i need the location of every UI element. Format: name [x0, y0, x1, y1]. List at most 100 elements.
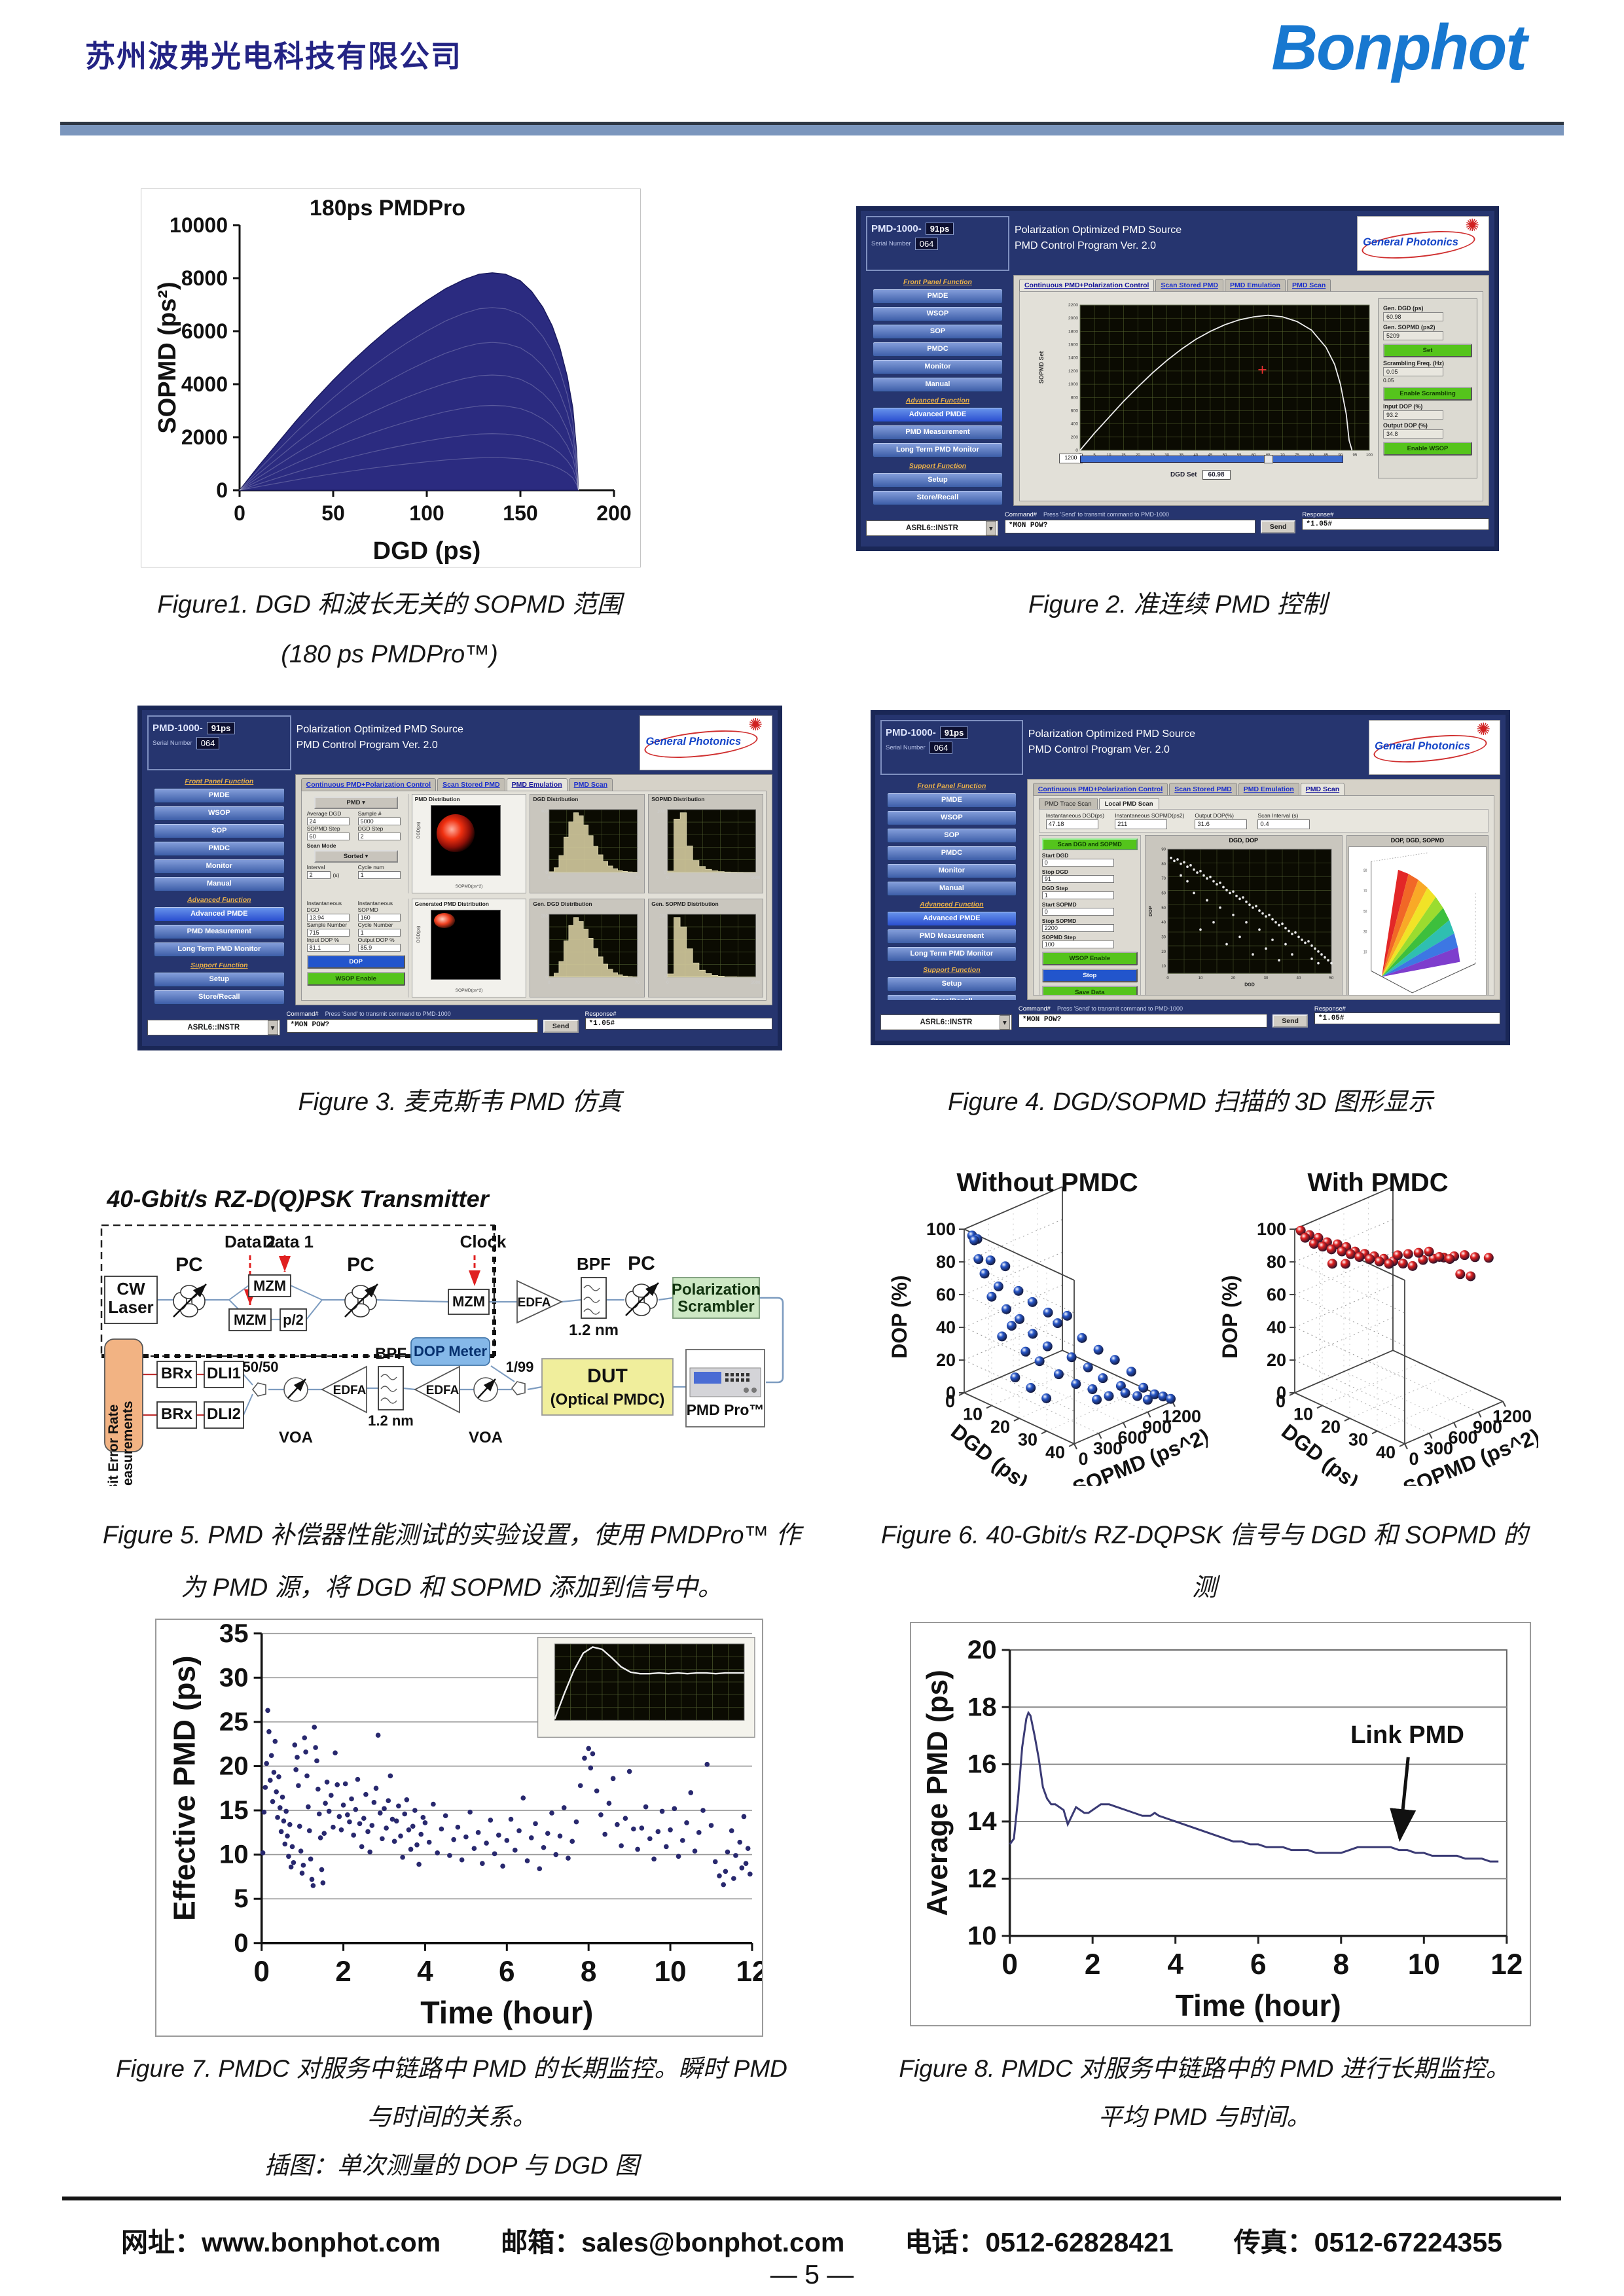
sopmd-distribution-panel-title: SOPMD Distribution [651, 796, 705, 802]
tab-2[interactable]: Scan Stored PMD [1155, 279, 1223, 291]
sidebar-button-monitor[interactable]: Monitor [873, 359, 1003, 374]
tab-3[interactable]: PMD Emulation [1224, 279, 1286, 291]
sidebar-button-setup[interactable]: Setup [873, 473, 1003, 488]
field-input[interactable]: 2200 [1041, 924, 1114, 932]
sidebar-button-monitor[interactable]: Monitor [154, 859, 285, 874]
tab-4[interactable]: PMD Scan [568, 778, 613, 791]
figure1-sopmd-envelope-chart: 180ps PMDPro 0 2000 4000 6000 8000 10000 0 50 100… [141, 188, 641, 567]
input-dop-value[interactable]: 93.2 [1383, 410, 1443, 420]
dgd-step-input[interactable]: 2 [357, 833, 401, 840]
tab-2[interactable]: Scan Stored PMD [1169, 783, 1237, 795]
save-data-button[interactable]: Save Data [1041, 986, 1138, 995]
sidebar-button-advanced-pmde[interactable]: Advanced PMDE [873, 407, 1003, 422]
sidebar-button-monitor[interactable]: Monitor [887, 863, 1017, 878]
tab-1[interactable]: Continuous PMD+Polarization Control [300, 778, 437, 791]
gen-dgd-value[interactable]: 60.98 [1383, 312, 1443, 321]
field-input[interactable]: 0 [1041, 908, 1114, 916]
enable-wsop-button[interactable]: Enable WSOP [1383, 442, 1472, 456]
enable-scrambling-button[interactable]: Enable Scrambling [1383, 387, 1472, 401]
dop-button[interactable]: DOP [306, 954, 405, 969]
command-input[interactable]: *MON POW? [286, 1019, 538, 1033]
field-input[interactable]: 1 [1041, 891, 1114, 899]
avg-dgd-input[interactable]: 24 [306, 817, 350, 825]
sidebar-button-long-term-pmd-monitor[interactable]: Long Term PMD Monitor [154, 942, 285, 957]
sidebar-button-setup[interactable]: Setup [887, 977, 1017, 992]
tab-4[interactable]: PMD Scan [1300, 783, 1345, 795]
dli2-label: DLI2 [207, 1405, 241, 1423]
sidebar-button-pmde[interactable]: PMDE [154, 788, 285, 803]
slider-thumb[interactable] [1263, 455, 1273, 463]
sidebar-button-sop[interactable]: SOP [154, 823, 285, 838]
port-select[interactable]: ASRL6::INSTR ▾ [880, 1014, 1012, 1030]
output-dop-value[interactable]: 34.8 [1383, 429, 1443, 439]
field-input[interactable]: 91 [1041, 875, 1114, 883]
tab-4[interactable]: PMD Scan [1286, 279, 1331, 291]
sample-number-label: Sample Number [306, 921, 348, 928]
interval-input[interactable]: 2 [306, 871, 331, 879]
stop-button[interactable]: Stop [1041, 969, 1138, 982]
field-input[interactable]: 0 [1041, 859, 1114, 867]
sidebar-button-long-term-pmd-monitor[interactable]: Long Term PMD Monitor [873, 442, 1003, 457]
sidebar-button-pmde[interactable]: PMDE [873, 289, 1003, 304]
sidebar-button-pmdc[interactable]: PMDC [154, 841, 285, 856]
sidebar-button-setup[interactable]: Setup [154, 972, 285, 987]
readout-label: Output DOP(%) [1195, 812, 1234, 819]
subtab-2[interactable]: Local PMD Scan [1098, 798, 1159, 809]
sidebar-button-store-recall[interactable]: Store/Recall [154, 990, 285, 1005]
sopmd-set-box[interactable]: 1200 [1058, 454, 1083, 463]
scan-type-select[interactable]: Scan DGD and SOPMD [1041, 838, 1138, 850]
command-input[interactable]: *MON POW? [1018, 1014, 1268, 1028]
tab-2[interactable]: Scan Stored PMD [437, 778, 505, 791]
sidebar-button-store-recall[interactable]: Store/Recall [887, 994, 1017, 1000]
pmd-mode-select[interactable]: PMD ▾ [314, 797, 398, 809]
sidebar-button-wsop[interactable]: WSOP [887, 810, 1017, 825]
sopmd-step-input[interactable]: 60 [306, 833, 350, 840]
sidebar-button-advanced-pmde[interactable]: Advanced PMDE [887, 911, 1017, 926]
port-select[interactable]: ASRL6::INSTR ▾ [147, 1020, 280, 1035]
device-model-panel: PMD-1000- 91ps Serial Number 064 [147, 715, 291, 770]
sample-input[interactable]: 5000 [357, 817, 401, 825]
tab-1[interactable]: Continuous PMD+Polarization Control [1019, 279, 1155, 291]
sidebar-button-manual[interactable]: Manual [873, 377, 1003, 392]
cycle-input[interactable]: 1 [357, 871, 401, 879]
figure2-caption-line1: Figure 2. 准连续 PMD 控制 [1028, 591, 1327, 619]
sidebar-button-manual[interactable]: Manual [154, 876, 285, 891]
sidebar-button-pmdc[interactable]: PMDC [887, 846, 1017, 861]
svg-text:6000: 6000 [181, 319, 228, 343]
port-select[interactable]: ASRL6::INSTR ▾ [866, 520, 998, 536]
send-button[interactable]: Send [1260, 520, 1296, 533]
sidebar-button-store-recall[interactable]: Store/Recall [873, 490, 1003, 505]
set-button[interactable]: Set [1383, 344, 1472, 357]
sidebar-button-pmd-measurement[interactable]: PMD Measurement [873, 425, 1003, 440]
subtab-1[interactable]: PMD Trace Scan [1038, 798, 1098, 809]
sidebar-button-pmd-measurement[interactable]: PMD Measurement [154, 924, 285, 939]
sidebar-button-advanced-pmde[interactable]: Advanced PMDE [154, 906, 285, 922]
3d-title: DOP, DGD, SOPMD [1390, 837, 1445, 844]
wsop-enable-button[interactable]: WSOP Enable [306, 971, 405, 986]
sidebar-button-pmdc[interactable]: PMDC [873, 342, 1003, 357]
sidebar-button-pmde[interactable]: PMDE [887, 793, 1017, 808]
wsop-enable-button[interactable]: WSOP Enable [1041, 952, 1138, 965]
tab-1[interactable]: Continuous PMD+Polarization Control [1032, 783, 1168, 795]
scrambling-freq-select[interactable]: 0.05 [1383, 367, 1443, 376]
tab-bar: Continuous PMD+Polarization Control Scan … [1028, 780, 1500, 795]
gen-sopmd-value[interactable]: 5209 [1383, 331, 1443, 340]
sidebar-button-long-term-pmd-monitor[interactable]: Long Term PMD Monitor [887, 946, 1017, 961]
dgd-slider[interactable] [1079, 455, 1343, 463]
field-input[interactable]: 100 [1041, 941, 1114, 948]
tab-3[interactable]: PMD Emulation [506, 778, 568, 791]
sidebar-button-manual[interactable]: Manual [887, 881, 1017, 896]
tab-3[interactable]: PMD Emulation [1238, 783, 1299, 795]
sidebar-button-sop[interactable]: SOP [873, 324, 1003, 339]
svg-text:10000: 10000 [170, 213, 228, 237]
send-button[interactable]: Send [543, 1019, 579, 1033]
sidebar-button-wsop[interactable]: WSOP [873, 306, 1003, 321]
scan-mode-select[interactable]: Sorted ▾ [314, 850, 398, 863]
command-input[interactable]: *MON POW? [1004, 520, 1255, 533]
send-button[interactable]: Send [1272, 1014, 1308, 1028]
sidebar-button-pmd-measurement[interactable]: PMD Measurement [887, 929, 1017, 944]
sidebar-button-wsop[interactable]: WSOP [154, 806, 285, 821]
dgd-set-input[interactable]: 60.98 [1202, 470, 1231, 480]
sidebar-button-sop[interactable]: SOP [887, 828, 1017, 843]
